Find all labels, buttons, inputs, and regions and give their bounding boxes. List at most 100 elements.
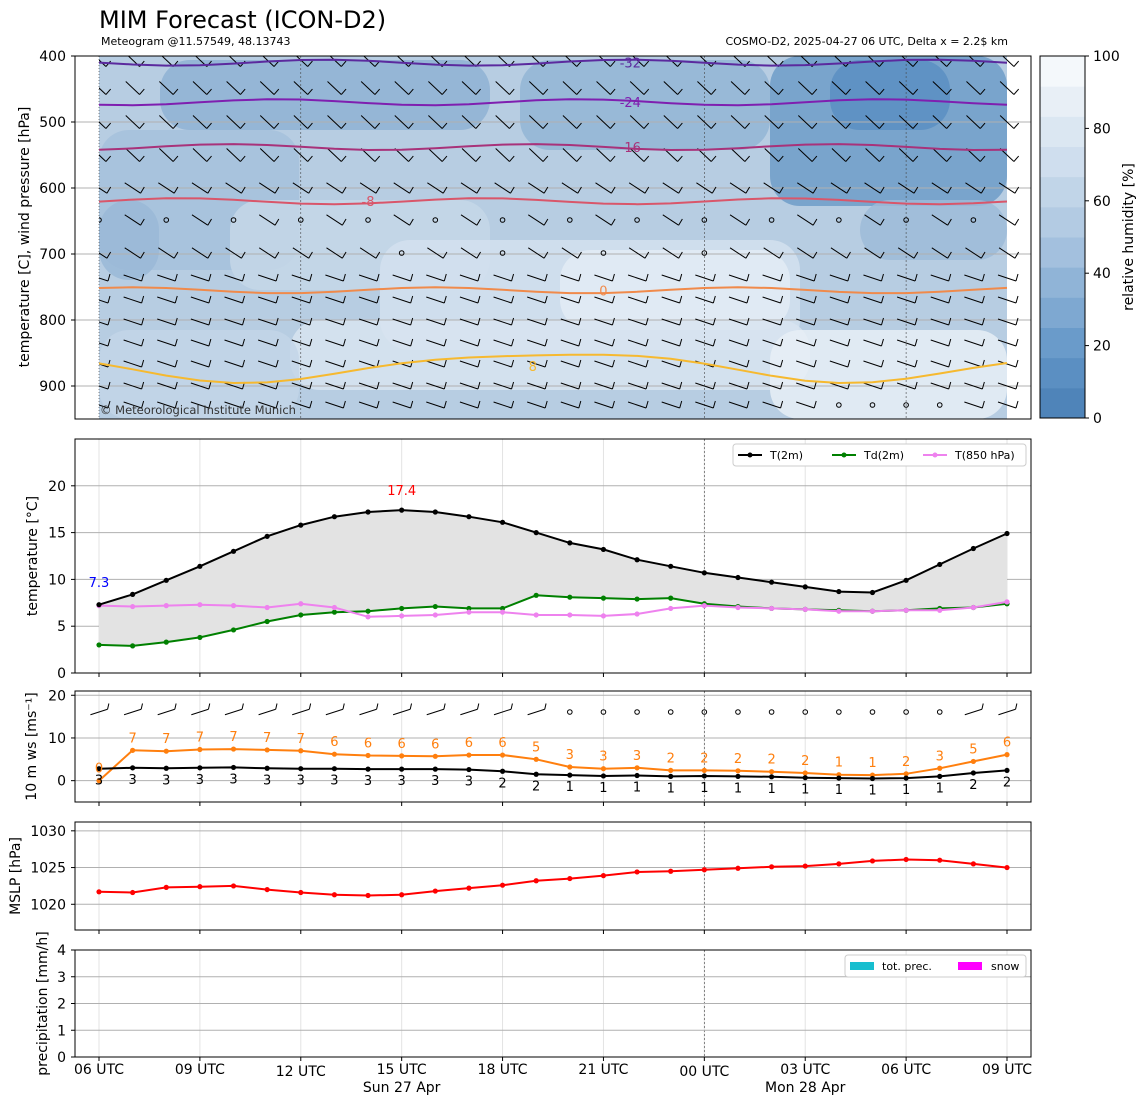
barb-flag xyxy=(275,703,278,710)
barb-shaft xyxy=(392,708,411,716)
barb-shaft xyxy=(124,247,141,259)
gust-value-label: 7 xyxy=(297,732,305,747)
barb-shaft xyxy=(560,274,579,282)
wind-barb xyxy=(125,81,145,95)
wind-barb xyxy=(99,81,112,95)
barb-flag xyxy=(141,273,145,282)
barb-shaft xyxy=(257,274,277,282)
wind-barb xyxy=(358,295,380,304)
barb-shaft xyxy=(495,81,510,95)
barb-flag xyxy=(509,88,515,95)
barb-flag xyxy=(174,359,178,368)
barb-shaft xyxy=(964,318,983,326)
barb-flag xyxy=(342,400,346,409)
barb-flag xyxy=(408,122,414,129)
wind-barb xyxy=(898,81,919,95)
colorbar-band xyxy=(1040,146,1085,178)
wind-barb xyxy=(291,359,313,368)
wind-barb xyxy=(191,703,211,716)
wind-barb xyxy=(728,338,750,347)
barb-shaft xyxy=(997,401,1017,409)
wind-barb xyxy=(190,359,212,368)
legend-label: T(2m) xyxy=(769,449,803,462)
wind-barb xyxy=(291,400,313,409)
precip-panel-frame xyxy=(74,949,1032,1058)
barb-flag xyxy=(913,186,919,194)
barb-shaft xyxy=(528,81,544,95)
barb-shaft xyxy=(225,182,242,194)
mslp-point xyxy=(331,892,338,898)
wind-barb xyxy=(527,703,547,716)
barb-shaft xyxy=(965,247,982,259)
t2m-point xyxy=(466,514,472,520)
barb-flag xyxy=(511,317,515,326)
barb-shaft xyxy=(257,339,277,347)
barb-shaft xyxy=(426,318,445,326)
barb-flag xyxy=(576,122,582,129)
barb-shaft xyxy=(930,360,949,368)
t850-point xyxy=(768,605,775,612)
barb-flag xyxy=(712,317,716,326)
mean-value-label: 1 xyxy=(599,781,607,796)
barb-flag xyxy=(275,381,279,390)
barb-shaft xyxy=(932,115,947,129)
wind-barb xyxy=(459,400,481,409)
barb-flag xyxy=(477,295,481,304)
barb-flag xyxy=(813,359,817,368)
wind-barb xyxy=(326,247,347,259)
barb-flag xyxy=(712,400,716,409)
barb-shaft xyxy=(629,115,645,129)
barb-flag xyxy=(679,381,683,390)
barb-shaft xyxy=(560,360,579,368)
wind-barb xyxy=(259,81,280,95)
wind-barb xyxy=(291,273,313,282)
barb-shaft xyxy=(594,318,613,326)
mslp-point xyxy=(466,885,472,891)
wind-barb xyxy=(99,381,111,390)
barb-flag xyxy=(207,703,211,710)
barb-flag xyxy=(543,218,549,226)
wind-barb xyxy=(428,148,448,162)
barb-flag xyxy=(881,359,884,368)
barb-flag xyxy=(746,381,750,390)
wind-barb xyxy=(797,81,818,95)
barb-shaft xyxy=(461,115,477,129)
barb-shaft xyxy=(696,182,713,194)
calm-wind-marker xyxy=(432,217,439,223)
barb-shaft xyxy=(930,382,949,390)
wind-barb xyxy=(661,295,683,304)
barb-flag xyxy=(678,218,683,226)
barb-shaft xyxy=(461,148,477,162)
barb-shaft xyxy=(964,360,983,368)
t2m-point xyxy=(1004,530,1010,537)
barb-shaft xyxy=(695,382,714,390)
barb-shaft xyxy=(257,401,277,409)
barb-flag xyxy=(744,88,751,95)
barb-shaft xyxy=(896,274,916,282)
barb-shaft xyxy=(997,382,1017,390)
barb-shaft xyxy=(99,56,107,67)
wind-barb xyxy=(325,703,345,716)
barb-shaft xyxy=(627,401,647,409)
colorbar-tick-label: 0 xyxy=(1093,411,1102,427)
barb-shaft xyxy=(728,296,748,304)
barb-shaft xyxy=(325,339,344,347)
barb-shaft xyxy=(159,148,174,162)
barb-flag xyxy=(611,295,615,304)
barb-shaft xyxy=(358,401,378,409)
barb-flag xyxy=(914,381,918,390)
mean-speed-point xyxy=(130,765,136,771)
barb-shaft xyxy=(392,339,411,347)
barb-shaft xyxy=(226,148,241,162)
gust-speed-point xyxy=(432,753,438,759)
barb-shaft xyxy=(863,296,882,304)
barb-flag xyxy=(443,317,447,326)
barb-flag xyxy=(679,317,683,326)
barb-shaft xyxy=(159,56,174,67)
barb-shaft xyxy=(796,360,815,368)
wind-barb xyxy=(359,703,379,716)
barb-shaft xyxy=(964,401,983,409)
mean-speed-point xyxy=(701,773,707,779)
barb-shaft xyxy=(594,382,613,390)
barb-shaft xyxy=(190,318,210,326)
